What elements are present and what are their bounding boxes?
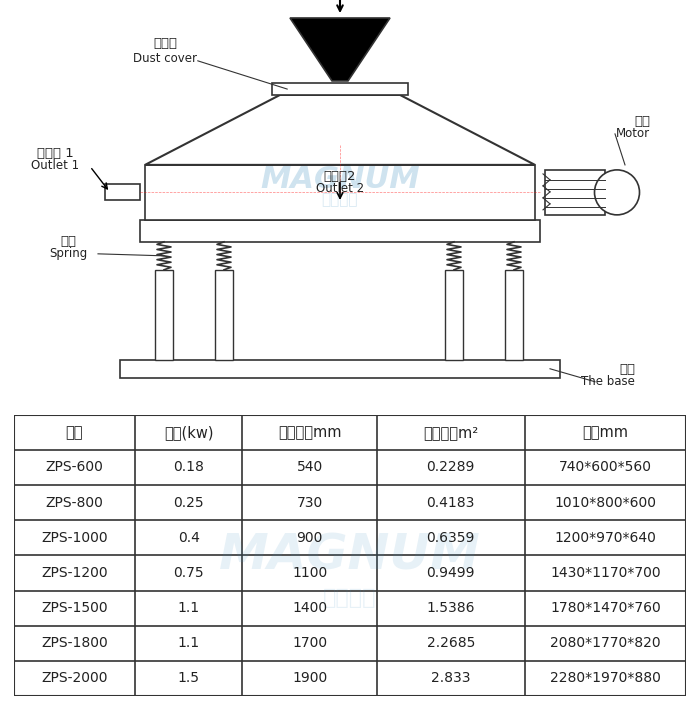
Text: 1010*800*600: 1010*800*600: [554, 496, 657, 510]
Text: Spring: Spring: [49, 247, 87, 260]
Text: MAGNUM: MAGNUM: [260, 165, 420, 195]
Text: 迈能机械: 迈能机械: [323, 588, 377, 607]
Text: 730: 730: [297, 496, 323, 510]
Text: 1400: 1400: [292, 601, 327, 615]
Text: 迈能机械: 迈能机械: [322, 193, 358, 207]
Polygon shape: [145, 95, 535, 165]
Text: 底座: 底座: [619, 363, 635, 376]
Polygon shape: [160, 175, 520, 220]
Bar: [505, 270, 523, 360]
Text: 0.75: 0.75: [174, 566, 204, 580]
Text: ZPS-1500: ZPS-1500: [41, 601, 108, 615]
Bar: [155, 270, 173, 360]
Text: Motor: Motor: [616, 127, 650, 140]
Text: 2280*1970*880: 2280*1970*880: [550, 671, 661, 685]
Text: ZPS-2000: ZPS-2000: [41, 671, 108, 685]
Text: 1780*1470*760: 1780*1470*760: [550, 601, 661, 615]
Text: 0.25: 0.25: [174, 496, 204, 510]
Text: 900: 900: [297, 531, 323, 545]
Text: Outlet 1: Outlet 1: [31, 160, 79, 172]
Text: 0.4183: 0.4183: [426, 496, 475, 510]
Text: 功率(kw): 功率(kw): [164, 425, 214, 440]
FancyBboxPatch shape: [120, 360, 560, 378]
Text: 740*600*560: 740*600*560: [559, 460, 652, 475]
Text: 电机: 电机: [634, 115, 650, 128]
Text: 出料口2: 出料口2: [323, 170, 356, 183]
Text: 体积mm: 体积mm: [582, 425, 629, 440]
Polygon shape: [290, 18, 390, 81]
Text: Dust cover: Dust cover: [133, 52, 197, 65]
Text: 防尘盖: 防尘盖: [153, 37, 177, 50]
Text: 1.1: 1.1: [178, 601, 200, 615]
Text: 1.5: 1.5: [178, 671, 200, 685]
Bar: [140, 220, 540, 242]
Text: 0.2289: 0.2289: [426, 460, 475, 475]
Text: ZPS-1800: ZPS-1800: [41, 636, 108, 650]
Bar: [215, 270, 233, 360]
Bar: [105, 184, 140, 200]
Text: 0.6359: 0.6359: [426, 531, 475, 545]
Text: 型号: 型号: [66, 425, 83, 440]
Text: ZPS-1000: ZPS-1000: [41, 531, 108, 545]
Text: 弹簧: 弹簧: [60, 235, 76, 248]
Circle shape: [594, 170, 640, 215]
Text: 1430*1170*700: 1430*1170*700: [550, 566, 661, 580]
Text: 0.18: 0.18: [174, 460, 204, 475]
Text: 出料口 1: 出料口 1: [36, 148, 74, 160]
Text: ZPS-800: ZPS-800: [46, 496, 104, 510]
Bar: [145, 165, 535, 220]
Text: 1.1: 1.1: [178, 636, 200, 650]
Text: 1.5386: 1.5386: [426, 601, 475, 615]
Text: 2.2685: 2.2685: [426, 636, 475, 650]
Text: ZPS-1200: ZPS-1200: [41, 566, 108, 580]
Bar: [322, 145, 358, 175]
Text: 有效面积m²: 有效面积m²: [424, 425, 478, 440]
Text: 540: 540: [297, 460, 323, 475]
Text: 1700: 1700: [292, 636, 327, 650]
Text: MAGNUM: MAGNUM: [219, 531, 481, 579]
Text: 筛面直径mm: 筛面直径mm: [278, 425, 342, 440]
Text: 1100: 1100: [292, 566, 328, 580]
Text: 0.4: 0.4: [178, 531, 200, 545]
Text: 2080*1770*820: 2080*1770*820: [550, 636, 661, 650]
Text: Outlet 2: Outlet 2: [316, 182, 364, 195]
Text: 1200*970*640: 1200*970*640: [554, 531, 657, 545]
Bar: [272, 83, 408, 95]
Text: 0.9499: 0.9499: [426, 566, 475, 580]
Bar: [445, 270, 463, 360]
Text: ZPS-600: ZPS-600: [46, 460, 104, 475]
Text: 1900: 1900: [292, 671, 328, 685]
Text: 2.833: 2.833: [431, 671, 470, 685]
Text: The base: The base: [581, 375, 635, 388]
Bar: [545, 170, 605, 215]
